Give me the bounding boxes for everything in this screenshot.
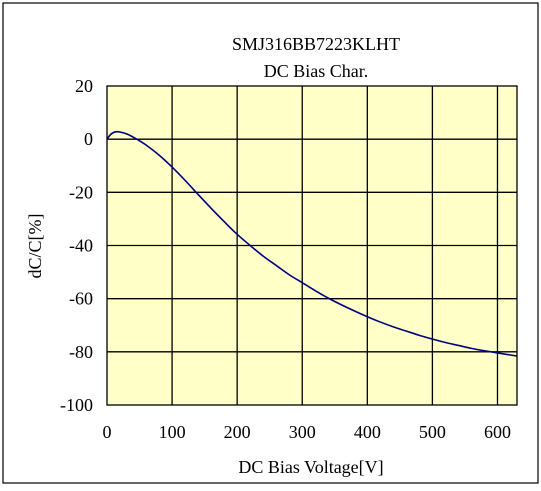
y-tick-label: -80 (69, 342, 93, 362)
grid (107, 86, 517, 405)
x-tick-label: 0 (103, 422, 112, 442)
x-tick-label: 100 (159, 422, 186, 442)
y-tick-label: -40 (69, 236, 93, 256)
chart-title: SMJ316BB7223KLHT (232, 34, 400, 54)
x-tick-labels: 0 100 200 300 400 500 600 (103, 422, 511, 442)
y-tick-label: -60 (69, 289, 93, 309)
y-tick-label: -20 (69, 182, 93, 202)
x-tick-label: 400 (354, 422, 381, 442)
x-tick-label: 500 (419, 422, 446, 442)
y-tick-label: 20 (75, 76, 93, 96)
x-tick-label: 300 (289, 422, 316, 442)
y-tick-labels: 20 0 -20 -40 -60 -80 -100 (60, 76, 93, 415)
x-tick-label: 600 (484, 422, 511, 442)
x-axis-label: DC Bias Voltage[V] (238, 457, 383, 477)
y-axis-label: dC/C[%] (25, 214, 45, 279)
plot-border (106, 85, 518, 406)
chart-subtitle: DC Bias Char. (264, 61, 369, 81)
y-tick-label: 0 (84, 129, 93, 149)
x-tick-label: 200 (224, 422, 251, 442)
y-tick-label: -100 (60, 395, 93, 415)
series-line (106, 130, 518, 357)
